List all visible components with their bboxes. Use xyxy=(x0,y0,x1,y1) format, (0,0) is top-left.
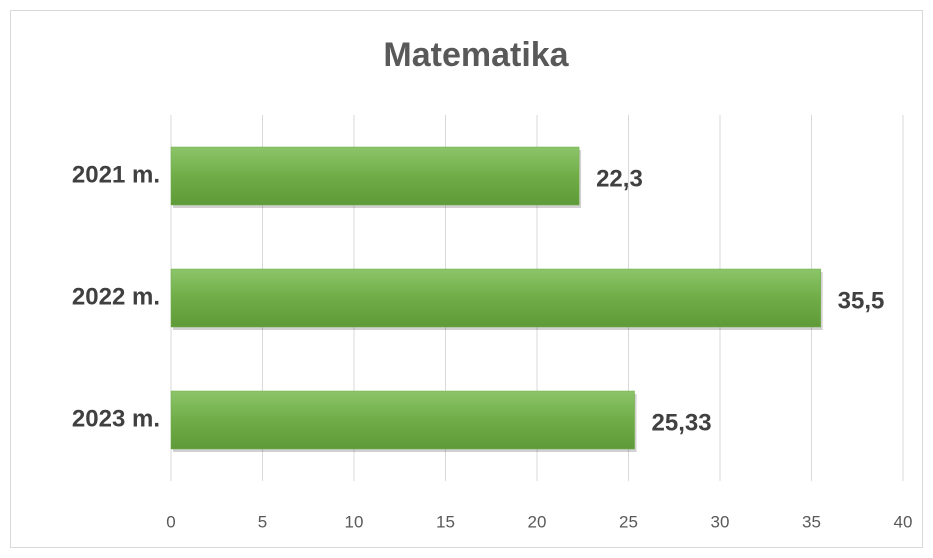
bar xyxy=(170,390,635,450)
data-label: 35,5 xyxy=(838,287,885,314)
x-tick-label: 0 xyxy=(166,512,175,531)
x-tick-label: 20 xyxy=(528,512,547,531)
data-label: 22,3 xyxy=(596,165,643,192)
y-tick-label: 2022 m. xyxy=(72,283,160,310)
bar xyxy=(170,146,580,206)
y-tick-label: 2023 m. xyxy=(72,405,160,432)
chart-title: Matematika xyxy=(383,36,569,74)
x-tick-label: 5 xyxy=(258,512,267,531)
x-tick-label: 10 xyxy=(345,512,364,531)
x-tick-label: 25 xyxy=(619,512,638,531)
y-tick-label: 2021 m. xyxy=(72,161,160,188)
data-label: 25,33 xyxy=(652,409,712,436)
x-tick-label: 30 xyxy=(711,512,730,531)
x-tick-label: 35 xyxy=(802,512,821,531)
bar xyxy=(170,268,821,328)
x-tick-label: 15 xyxy=(436,512,455,531)
x-tick-label: 40 xyxy=(894,512,913,531)
